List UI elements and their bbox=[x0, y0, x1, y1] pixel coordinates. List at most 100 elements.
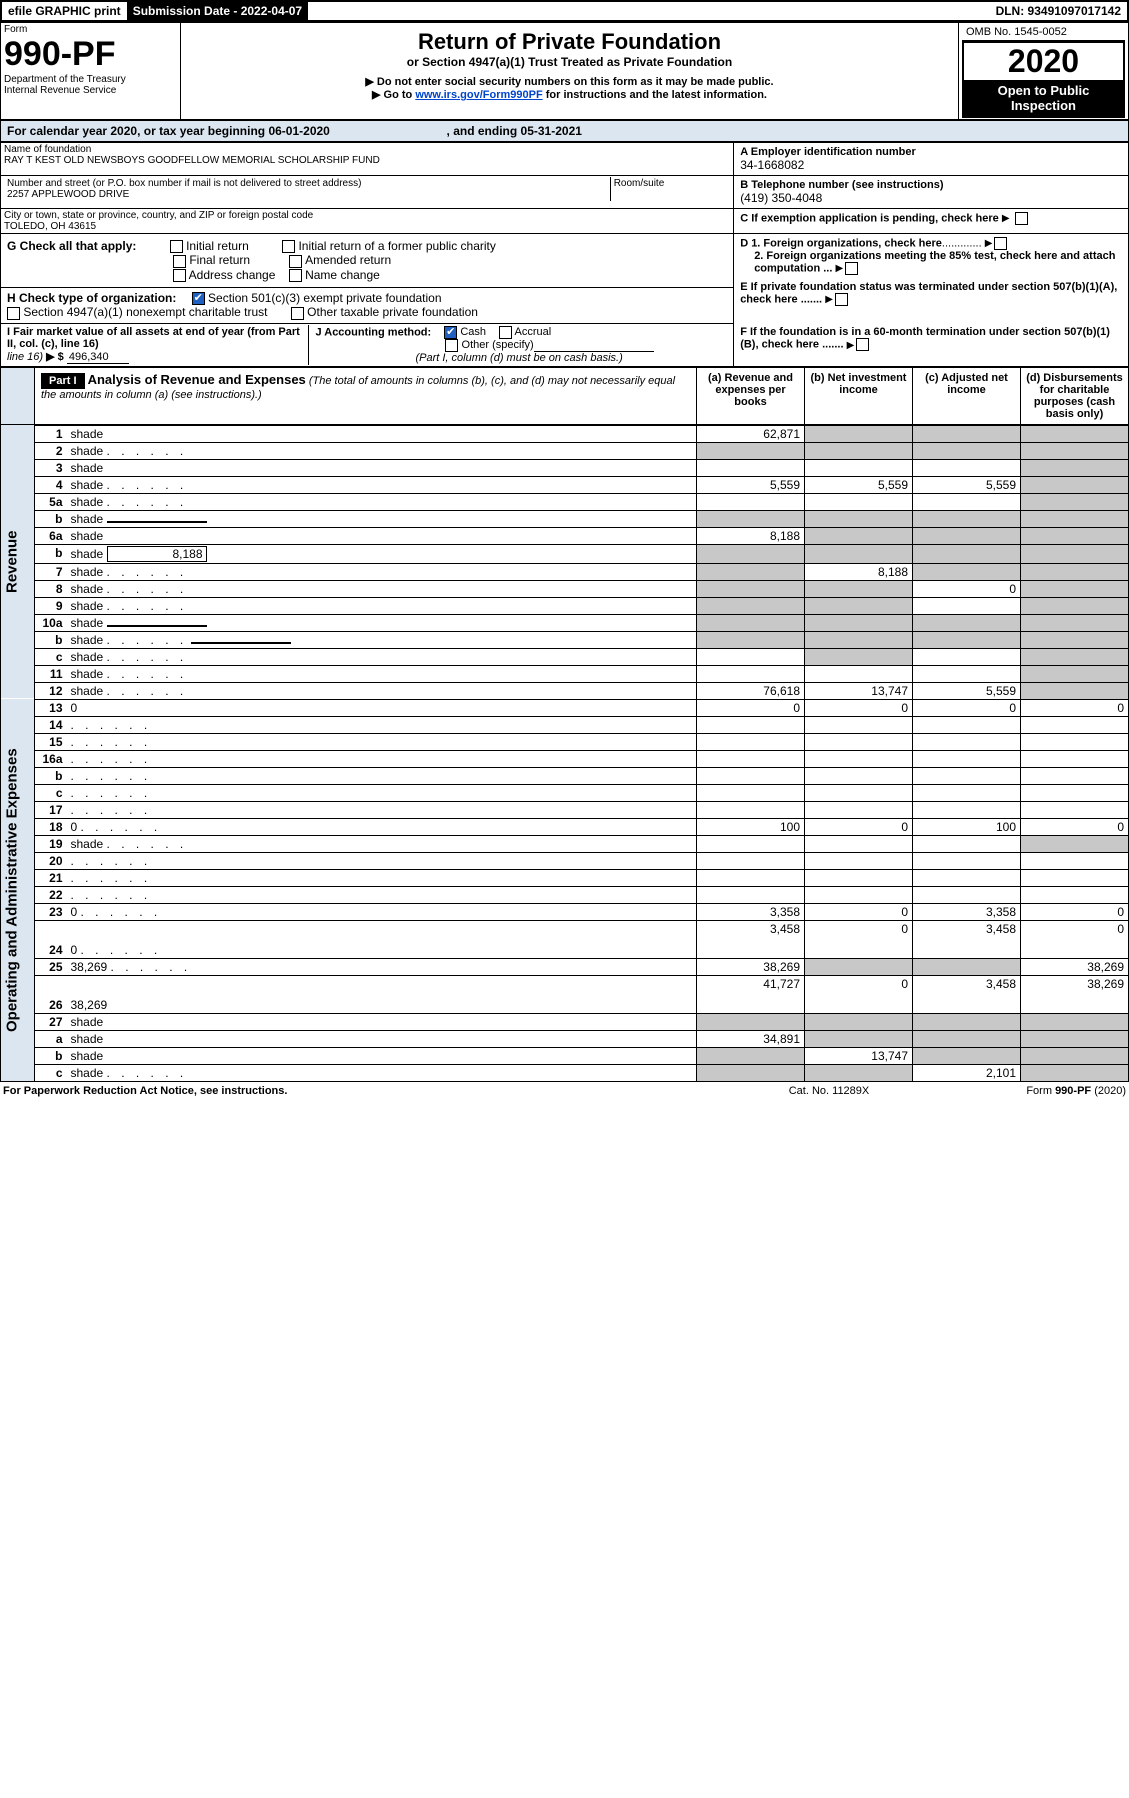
cal-begin: 06-01-2020 bbox=[268, 124, 329, 138]
line-desc: shade 8,188 bbox=[69, 544, 697, 563]
line-desc: 0 . . . . . . bbox=[69, 903, 697, 920]
ein: 34-1668082 bbox=[740, 158, 1122, 172]
line-desc: shade bbox=[69, 614, 697, 631]
arrow-icon bbox=[1002, 212, 1012, 224]
omb: OMB No. 1545-0052 bbox=[962, 24, 1125, 41]
line-desc: . . . . . . bbox=[69, 869, 697, 886]
h-opt3: Other taxable private foundation bbox=[307, 305, 478, 319]
table-row: c . . . . . . bbox=[1, 784, 1129, 801]
g-amended-checkbox[interactable] bbox=[289, 255, 302, 268]
line-no: 10a bbox=[35, 614, 69, 631]
submission-date: Submission Date - 2022-04-07 bbox=[127, 2, 308, 20]
g-final-checkbox[interactable] bbox=[173, 255, 186, 268]
line-no: 12 bbox=[35, 682, 69, 699]
line-no: 9 bbox=[35, 597, 69, 614]
line-desc: . . . . . . bbox=[69, 801, 697, 818]
table-row: 19shade . . . . . . bbox=[1, 835, 1129, 852]
line-no: c bbox=[35, 784, 69, 801]
form990pf-link[interactable]: www.irs.gov/Form990PF bbox=[415, 89, 542, 101]
d1-checkbox[interactable] bbox=[994, 237, 1007, 250]
line-no: 27 bbox=[35, 1013, 69, 1030]
table-row: 20 . . . . . . bbox=[1, 852, 1129, 869]
line-no: 8 bbox=[35, 580, 69, 597]
g-opt0: Initial return bbox=[186, 239, 249, 253]
name-label: Name of foundation bbox=[4, 144, 730, 155]
part1-header: Part I Analysis of Revenue and Expenses … bbox=[0, 367, 1129, 425]
f-label: F If the foundation is in a 60-month ter… bbox=[740, 326, 1110, 350]
c-checkbox[interactable] bbox=[1015, 212, 1028, 225]
table-row: 2shade . . . . . . bbox=[1, 442, 1129, 459]
note-ssn: ▶ Do not enter social security numbers o… bbox=[191, 75, 948, 88]
line-no: b bbox=[35, 1047, 69, 1064]
line-desc: shade . . . . . . bbox=[69, 631, 697, 648]
d1-label: D 1. Foreign organizations, check here bbox=[740, 237, 942, 249]
h-other-checkbox[interactable] bbox=[291, 307, 304, 320]
line-no: 2 bbox=[35, 442, 69, 459]
table-row: bshade bbox=[1, 510, 1129, 527]
tel-label: B Telephone number (see instructions) bbox=[740, 179, 1122, 191]
line-desc: shade bbox=[69, 425, 697, 442]
calendar-year-row: For calendar year 2020, or tax year begi… bbox=[0, 120, 1129, 142]
line-desc: . . . . . . bbox=[69, 886, 697, 903]
table-row: 10ashade bbox=[1, 614, 1129, 631]
e-checkbox[interactable] bbox=[835, 293, 848, 306]
line-no: 6a bbox=[35, 527, 69, 544]
table-row: cshade . . . . . . 2,101 bbox=[1, 1064, 1129, 1081]
line-desc: shade bbox=[69, 1047, 697, 1064]
h-501c3-checkbox[interactable]: ✔ bbox=[192, 292, 205, 305]
line-no: 13 bbox=[35, 699, 69, 716]
line-desc: . . . . . . bbox=[69, 852, 697, 869]
line-no: c bbox=[35, 648, 69, 665]
j-accrual-checkbox[interactable] bbox=[499, 326, 512, 339]
city: TOLEDO, OH 43615 bbox=[4, 221, 730, 232]
table-row: 3shade bbox=[1, 459, 1129, 476]
h-4947-checkbox[interactable] bbox=[7, 307, 20, 320]
line-desc: . . . . . . bbox=[69, 733, 697, 750]
j-cash-checkbox[interactable]: ✔ bbox=[444, 326, 457, 339]
table-row: bshade 13,747 bbox=[1, 1047, 1129, 1064]
f-checkbox[interactable] bbox=[856, 338, 869, 351]
table-row: 5ashade . . . . . . bbox=[1, 493, 1129, 510]
cal-end: 05-31-2021 bbox=[521, 124, 582, 138]
g-initial-checkbox[interactable] bbox=[170, 240, 183, 253]
dln: DLN: 93491097017142 bbox=[990, 2, 1127, 20]
g-name-checkbox[interactable] bbox=[289, 269, 302, 282]
table-row: 9shade . . . . . . bbox=[1, 597, 1129, 614]
form-title: Return of Private Foundation bbox=[191, 29, 948, 55]
g-address-checkbox[interactable] bbox=[173, 269, 186, 282]
table-row: Operating and Administrative Expenses130… bbox=[1, 699, 1129, 716]
line-desc: shade . . . . . . bbox=[69, 682, 697, 699]
line-desc: shade . . . . . . bbox=[69, 563, 697, 580]
line-desc: 38,269 . . . . . . bbox=[69, 958, 697, 975]
line-desc: . . . . . . bbox=[69, 767, 697, 784]
line-no: 16a bbox=[35, 750, 69, 767]
d2-label: 2. Foreign organizations meeting the 85%… bbox=[754, 250, 1115, 274]
line-no: 23 bbox=[35, 903, 69, 920]
note2-pre: ▶ Go to bbox=[372, 89, 415, 101]
cal-text-a: For calendar year 2020, or tax year begi… bbox=[7, 124, 268, 138]
table-row: 12shade . . . . . .76,61813,7475,559 bbox=[1, 682, 1129, 699]
form-header: Form 990-PF Department of the Treasury I… bbox=[0, 22, 1129, 120]
j-other-checkbox[interactable] bbox=[445, 339, 458, 352]
efile-label[interactable]: efile GRAPHIC print bbox=[2, 2, 127, 20]
form-subtitle: or Section 4947(a)(1) Trust Treated as P… bbox=[191, 55, 948, 69]
line-desc: 0 . . . . . . bbox=[69, 920, 697, 958]
sidebar-revenue: Revenue bbox=[1, 425, 35, 699]
d2-checkbox[interactable] bbox=[845, 262, 858, 275]
g-initial-former-checkbox[interactable] bbox=[282, 240, 295, 253]
line-desc: shade . . . . . . bbox=[69, 493, 697, 510]
table-row: 7shade . . . . . . 8,188 bbox=[1, 563, 1129, 580]
h-opt2: Section 4947(a)(1) nonexempt charitable … bbox=[23, 305, 267, 319]
g-opt2: Final return bbox=[189, 253, 250, 267]
table-row: 240 . . . . . .3,45803,4580 bbox=[1, 920, 1129, 958]
telephone: (419) 350-4048 bbox=[740, 191, 1122, 205]
j-note: (Part I, column (d) must be on cash basi… bbox=[415, 352, 622, 364]
line-no: 21 bbox=[35, 869, 69, 886]
table-row: 4shade . . . . . .5,5595,5595,559 bbox=[1, 476, 1129, 493]
line-no: b bbox=[35, 767, 69, 784]
j-other: Other (specify) bbox=[462, 339, 534, 351]
e-label: E If private foundation status was termi… bbox=[740, 281, 1117, 305]
h-opt1: Section 501(c)(3) exempt private foundat… bbox=[208, 291, 441, 305]
j-label: J Accounting method: bbox=[315, 326, 431, 338]
footer-left: For Paperwork Reduction Act Notice, see … bbox=[0, 1084, 729, 1098]
